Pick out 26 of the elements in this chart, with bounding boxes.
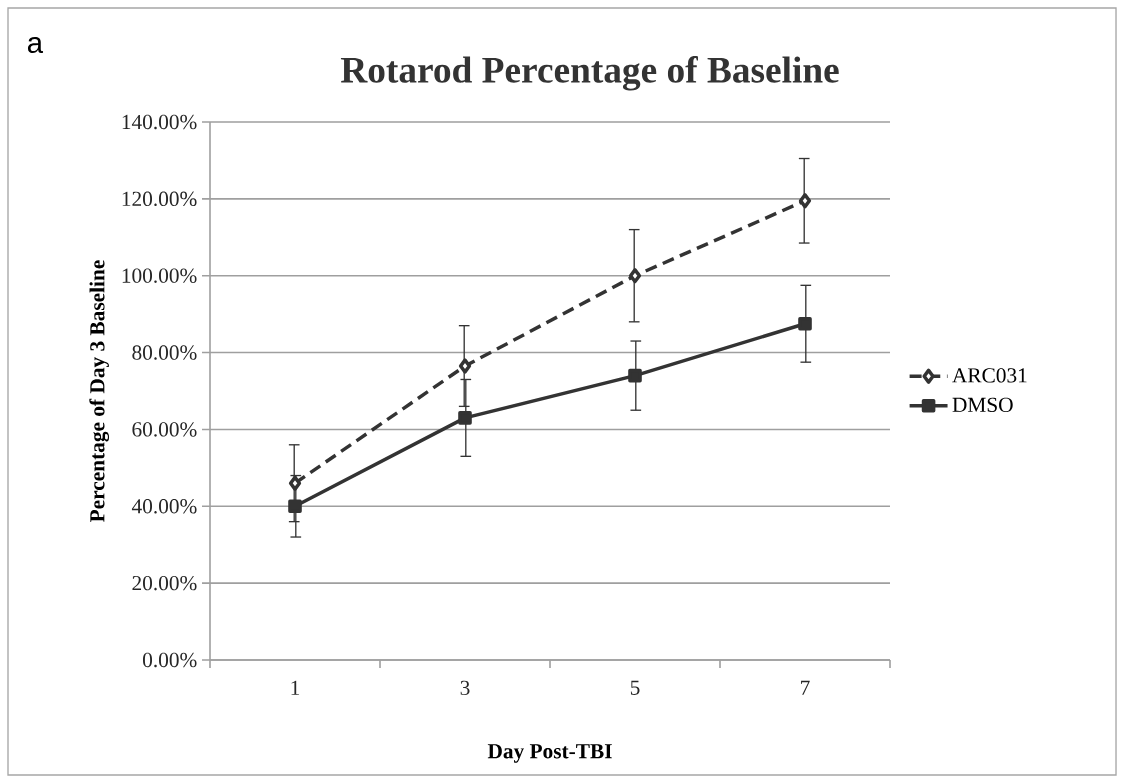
x-tick-label: 7 [801, 680, 810, 695]
y-tick-label: 120.00% [122, 191, 197, 207]
text: a [27, 36, 44, 54]
y-axis-title: Percentage of Day 3 Baseline [89, 260, 110, 522]
x-tick-label: 5 [630, 680, 640, 695]
y-tick-label: 0.00% [143, 652, 197, 668]
point [628, 268, 642, 284]
y-tick-label: 140.00% [122, 114, 197, 130]
legend-label: DMSO [952, 397, 1013, 413]
point [458, 358, 472, 374]
chart-title: Rotarod Percentage of Baseline [340, 56, 839, 91]
point [628, 368, 642, 383]
y-tick-label: 60.00% [132, 422, 197, 437]
y-tick-label: 80.00% [132, 345, 197, 360]
y-tick-label: 40.00% [131, 499, 197, 514]
x-tick-label: 1 [291, 680, 300, 695]
y-tick-label: 100.00% [122, 268, 197, 283]
legend-label: ARC031 [952, 368, 1027, 383]
point [798, 193, 812, 209]
x-axis-title: Day Post-TBI [487, 744, 612, 763]
point [288, 475, 302, 491]
point [798, 316, 812, 331]
point [288, 499, 302, 514]
point [458, 411, 472, 425]
y-tick-label: 20.00% [132, 575, 197, 591]
x-tick-label: 3 [460, 680, 470, 696]
